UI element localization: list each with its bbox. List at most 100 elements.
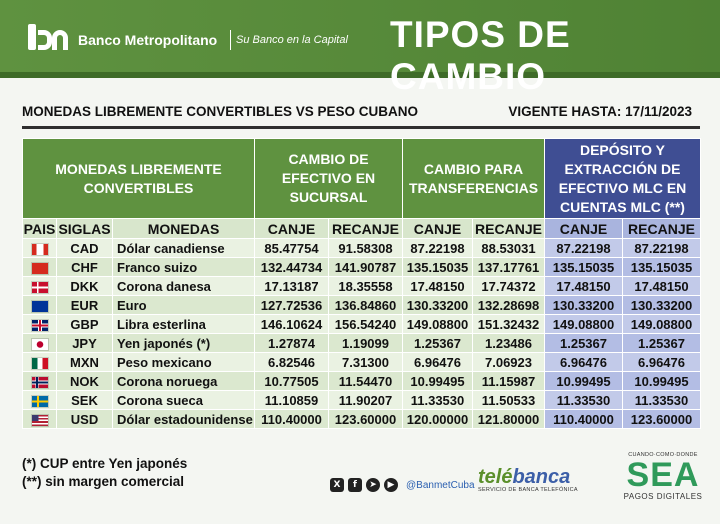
valid-until: VIGENTE HASTA: 17/11/2023 — [508, 104, 692, 119]
telebanca-name-a: telé — [478, 466, 513, 488]
norway-flag-icon — [31, 376, 48, 388]
currency-code: DKK — [56, 276, 113, 296]
mexico-flag-icon — [31, 357, 48, 369]
tr-canje-value: 6.96476 — [402, 352, 473, 372]
table-body: CAD Dólar canadiense 85.47754 91.58308 87.22… — [22, 238, 701, 429]
mlc-canje-value: 149.08800 — [544, 314, 623, 334]
currency-name: Yen japonés (*) — [112, 333, 255, 353]
x-icon[interactable]: X — [330, 478, 344, 492]
facebook-icon[interactable]: f — [348, 478, 362, 492]
mlc-recanje-value: 1.25367 — [622, 333, 701, 353]
country-flag — [22, 276, 57, 296]
tr-canje-value: 120.00000 — [402, 409, 473, 429]
table-subtitle: MONEDAS LIBREMENTE CONVERTIBLES VS PESO … — [22, 104, 419, 119]
tr-recanje-value: 7.06923 — [472, 352, 545, 372]
japan-flag-icon — [31, 338, 48, 350]
currency-name: Dólar canadiense — [112, 238, 255, 258]
ef-canje-value: 10.77505 — [254, 371, 329, 391]
telebanca-subtitle: SERVICIO DE BANCA TELEFÓNICA — [478, 487, 578, 493]
social-links: X f ➤ ▶ @BanmetCuba — [330, 478, 475, 492]
mlc-recanje-value: 11.33530 — [622, 390, 701, 410]
footnote-margin: (**) sin margen comercial — [22, 474, 185, 489]
usa-flag-icon — [31, 414, 48, 426]
group-header-monedas: MONEDAS LIBREMENTE CONVERTIBLES — [22, 138, 255, 219]
col-header-tr-canje: CANJE — [402, 218, 473, 239]
page-title: TIPOS DE CAMBIO — [390, 14, 571, 97]
subtitle-underline — [22, 126, 700, 129]
mlc-canje-value: 130.33200 — [544, 295, 623, 315]
mlc-recanje-value: 6.96476 — [622, 352, 701, 372]
mlc-canje-value: 87.22198 — [544, 238, 623, 258]
youtube-icon[interactable]: ▶ — [384, 478, 398, 492]
country-flag — [22, 295, 57, 315]
table-row: NOK Corona noruega 10.77505 11.54470 10.9949… — [22, 371, 701, 391]
mlc-canje-value: 17.48150 — [544, 276, 623, 296]
sweden-flag-icon — [31, 395, 48, 407]
country-flag — [22, 238, 57, 258]
mlc-recanje-value: 87.22198 — [622, 238, 701, 258]
footnote-yen: (*) CUP entre Yen japonés — [22, 456, 188, 471]
table-row: MXN Peso mexicano 6.82546 7.31300 6.96476 7.0… — [22, 352, 701, 372]
currency-name: Corona sueca — [112, 390, 255, 410]
ef-recanje-value: 11.90207 — [328, 390, 403, 410]
country-flag — [22, 352, 57, 372]
social-handle[interactable]: @BanmetCuba — [406, 479, 475, 491]
mlc-canje-value: 10.99495 — [544, 371, 623, 391]
table-row: DKK Corona danesa 17.13187 18.35558 17.48150… — [22, 276, 701, 296]
sea-tagline: CUANDO·COMO·DONDE — [628, 452, 698, 458]
table-row: CAD Dólar canadiense 85.47754 91.58308 87.22… — [22, 238, 701, 258]
col-header-ef-canje: CANJE — [254, 218, 329, 239]
tr-canje-value: 149.08800 — [402, 314, 473, 334]
table-row: GBP Libra esterlina 146.10624 156.54240 149.… — [22, 314, 701, 334]
mlc-recanje-value: 10.99495 — [622, 371, 701, 391]
mlc-canje-value: 6.96476 — [544, 352, 623, 372]
col-header-siglas: SIGLAS — [56, 218, 113, 239]
country-flag — [22, 409, 57, 429]
ef-canje-value: 132.44734 — [254, 257, 329, 277]
country-flag — [22, 390, 57, 410]
tr-canje-value: 17.48150 — [402, 276, 473, 296]
tr-canje-value: 10.99495 — [402, 371, 473, 391]
table-row: EUR Euro 127.72536 136.84860 130.33200 132.28… — [22, 295, 701, 315]
col-header-tr-recanje: RECANJE — [472, 218, 545, 239]
denmark-flag-icon — [31, 281, 48, 293]
switzerland-flag-icon — [31, 262, 48, 274]
group-header-efectivo: CAMBIO DE EFECTIVO EN SUCURSAL — [254, 138, 403, 219]
mlc-recanje-value: 130.33200 — [622, 295, 701, 315]
ef-canje-value: 17.13187 — [254, 276, 329, 296]
ef-recanje-value: 11.54470 — [328, 371, 403, 391]
ef-recanje-value: 141.90787 — [328, 257, 403, 277]
mlc-canje-value: 11.33530 — [544, 390, 623, 410]
mlc-canje-value: 135.15035 — [544, 257, 623, 277]
ef-canje-value: 127.72536 — [254, 295, 329, 315]
col-header-pais: PAIS — [22, 218, 57, 239]
tr-canje-value: 135.15035 — [402, 257, 473, 277]
ef-canje-value: 6.82546 — [254, 352, 329, 372]
tr-recanje-value: 121.80000 — [472, 409, 545, 429]
mlc-recanje-value: 135.15035 — [622, 257, 701, 277]
table-row: CHF Franco suizo 132.44734 141.90787 135.150… — [22, 257, 701, 277]
bank-logo-icon — [28, 20, 70, 54]
exchange-rate-table: MONEDAS LIBREMENTE CONVERTIBLES CAMBIO D… — [22, 138, 701, 429]
country-flag — [22, 333, 57, 353]
currency-code: JPY — [56, 333, 113, 353]
tr-recanje-value: 1.23486 — [472, 333, 545, 353]
canada-flag-icon — [31, 243, 48, 255]
col-header-monedas: MONEDAS — [112, 218, 255, 239]
tr-canje-value: 11.33530 — [402, 390, 473, 410]
telegram-icon[interactable]: ➤ — [366, 478, 380, 492]
bank-name: Banco Metropolitano — [78, 32, 218, 48]
mlc-recanje-value: 17.48150 — [622, 276, 701, 296]
table-row: JPY Yen japonés (*) 1.27874 1.19099 1.25367 1… — [22, 333, 701, 353]
ef-canje-value: 1.27874 — [254, 333, 329, 353]
sea-logo: CUANDO·COMO·DONDE SEA PAGOS DIGITALES — [618, 452, 708, 501]
mlc-canje-value: 1.25367 — [544, 333, 623, 353]
uk-flag-icon — [31, 319, 48, 331]
ef-recanje-value: 7.31300 — [328, 352, 403, 372]
ef-recanje-value: 123.60000 — [328, 409, 403, 429]
tr-canje-value: 130.33200 — [402, 295, 473, 315]
tr-recanje-value: 88.53031 — [472, 238, 545, 258]
currency-code: NOK — [56, 371, 113, 391]
group-header-mlc: DEPÓSITO Y EXTRACCIÓN DE EFECTIVO MLC EN… — [544, 138, 701, 219]
ef-canje-value: 110.40000 — [254, 409, 329, 429]
